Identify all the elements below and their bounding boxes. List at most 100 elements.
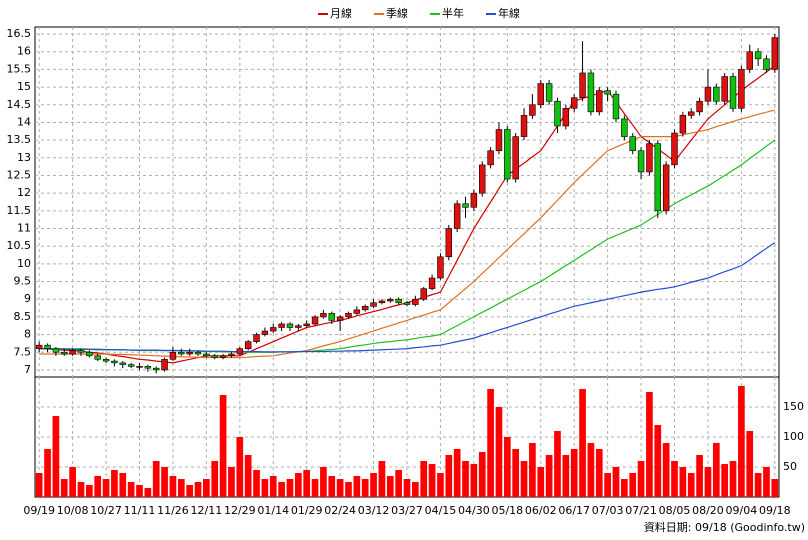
x-tick-label: 10/08: [57, 504, 89, 517]
volume-bar: [119, 473, 127, 497]
candle-body: [311, 316, 319, 325]
volume-bar: [487, 389, 494, 497]
candle-body: [479, 164, 486, 194]
candle-body: [554, 100, 561, 127]
volume-bar: [637, 461, 645, 497]
volume-bar: [94, 476, 102, 497]
candle-body: [738, 69, 745, 109]
x-tick-label: 09/19: [23, 504, 55, 517]
candle-body: [328, 313, 335, 321]
volume-bar: [746, 431, 754, 497]
volume-bar: [763, 467, 770, 497]
y-tick-label: 9.5: [14, 275, 32, 288]
volume-bar: [629, 473, 637, 497]
x-tick-label: 04/30: [458, 504, 490, 517]
volume-bar: [721, 464, 729, 497]
volume-bar: [403, 479, 411, 497]
volume-bar: [453, 449, 461, 497]
footer: 資料日期: 09/18 (Goodinfo.tw): [644, 520, 805, 534]
volume-bar: [512, 449, 520, 497]
volume-bar: [520, 461, 528, 497]
volume-bar: [545, 455, 553, 497]
x-tick-label: 09/04: [726, 504, 758, 517]
y-tick-label: 7: [24, 363, 31, 376]
volume-bar: [345, 482, 352, 497]
candle-body: [495, 129, 503, 152]
volume-bar: [671, 461, 678, 497]
volume-bar: [294, 473, 302, 497]
y-tick-label: 9: [24, 292, 31, 305]
x-tick-label: 04/15: [425, 504, 457, 517]
candle-body: [270, 327, 277, 332]
candle-body: [61, 351, 68, 355]
candle-body: [562, 108, 570, 127]
y-tick-label: 13: [17, 151, 31, 164]
candle-body: [378, 300, 386, 304]
volume-bar: [729, 461, 737, 497]
volume-bar: [127, 482, 135, 497]
candle-body: [537, 83, 544, 106]
candle-body: [261, 330, 269, 335]
candle-body: [228, 353, 235, 357]
candle-body: [52, 348, 60, 353]
volume-bar: [437, 473, 444, 497]
volume-bar: [361, 479, 369, 497]
x-tick-label: 09/18: [759, 504, 791, 517]
candle-body: [211, 355, 218, 358]
x-tick-label: 06/17: [558, 504, 590, 517]
candle-body: [361, 305, 369, 311]
candle-body: [144, 366, 152, 369]
volume-bar: [194, 482, 202, 497]
y-tick-label: 10.5: [7, 239, 32, 252]
volume-bar: [579, 389, 586, 497]
volume-bar: [102, 479, 110, 497]
candle-body: [612, 93, 620, 120]
candle-body: [646, 143, 653, 173]
candle-body: [687, 111, 695, 116]
volume-bar: [738, 386, 745, 497]
y-tick-label: 11.5: [7, 204, 32, 217]
volume-bar: [412, 482, 419, 497]
candle-body: [579, 72, 586, 99]
y-tick-label: 15: [17, 80, 31, 93]
y-tick-label: 11: [17, 222, 31, 235]
y-tick-label: 7.5: [14, 345, 32, 358]
legend-label: 年線: [498, 6, 520, 20]
y-tick-label: 8.5: [14, 310, 32, 323]
candle-body: [713, 86, 720, 102]
volume-bar: [712, 443, 720, 497]
volume-bar: [386, 476, 394, 497]
volume-bar: [136, 485, 143, 497]
candle-body: [453, 203, 461, 229]
candle-body: [69, 350, 76, 355]
candle-body: [604, 90, 611, 95]
candle-body: [596, 90, 603, 113]
candle-body: [77, 350, 85, 353]
volume-bar: [219, 395, 227, 497]
candle-body: [295, 325, 302, 328]
y-tick-label: 12: [17, 186, 31, 199]
volume-bar: [462, 461, 469, 497]
volume-bar: [286, 479, 294, 497]
y-tick-label: 14: [17, 115, 31, 128]
volume-bar: [269, 476, 277, 497]
y-tick-label: 8: [24, 328, 31, 341]
y-tick-label: 150: [783, 400, 804, 413]
candle-body: [186, 351, 193, 355]
candle-body: [236, 348, 244, 355]
volume-bar: [420, 461, 428, 497]
x-tick-label: 08/20: [692, 504, 724, 517]
candle-body: [621, 118, 628, 137]
candle-body: [178, 351, 185, 355]
volume-bar: [328, 476, 336, 497]
x-tick-label: 07/21: [625, 504, 657, 517]
volume-bar: [177, 479, 185, 497]
candle-body: [679, 115, 687, 134]
volume-bar: [470, 464, 478, 497]
volume-bar: [186, 485, 193, 497]
legend-label: 月線: [330, 6, 352, 20]
candle-body: [370, 302, 377, 307]
volume-bar: [320, 467, 327, 497]
volume-bar: [587, 443, 595, 497]
x-tick-label: 12/29: [224, 504, 256, 517]
